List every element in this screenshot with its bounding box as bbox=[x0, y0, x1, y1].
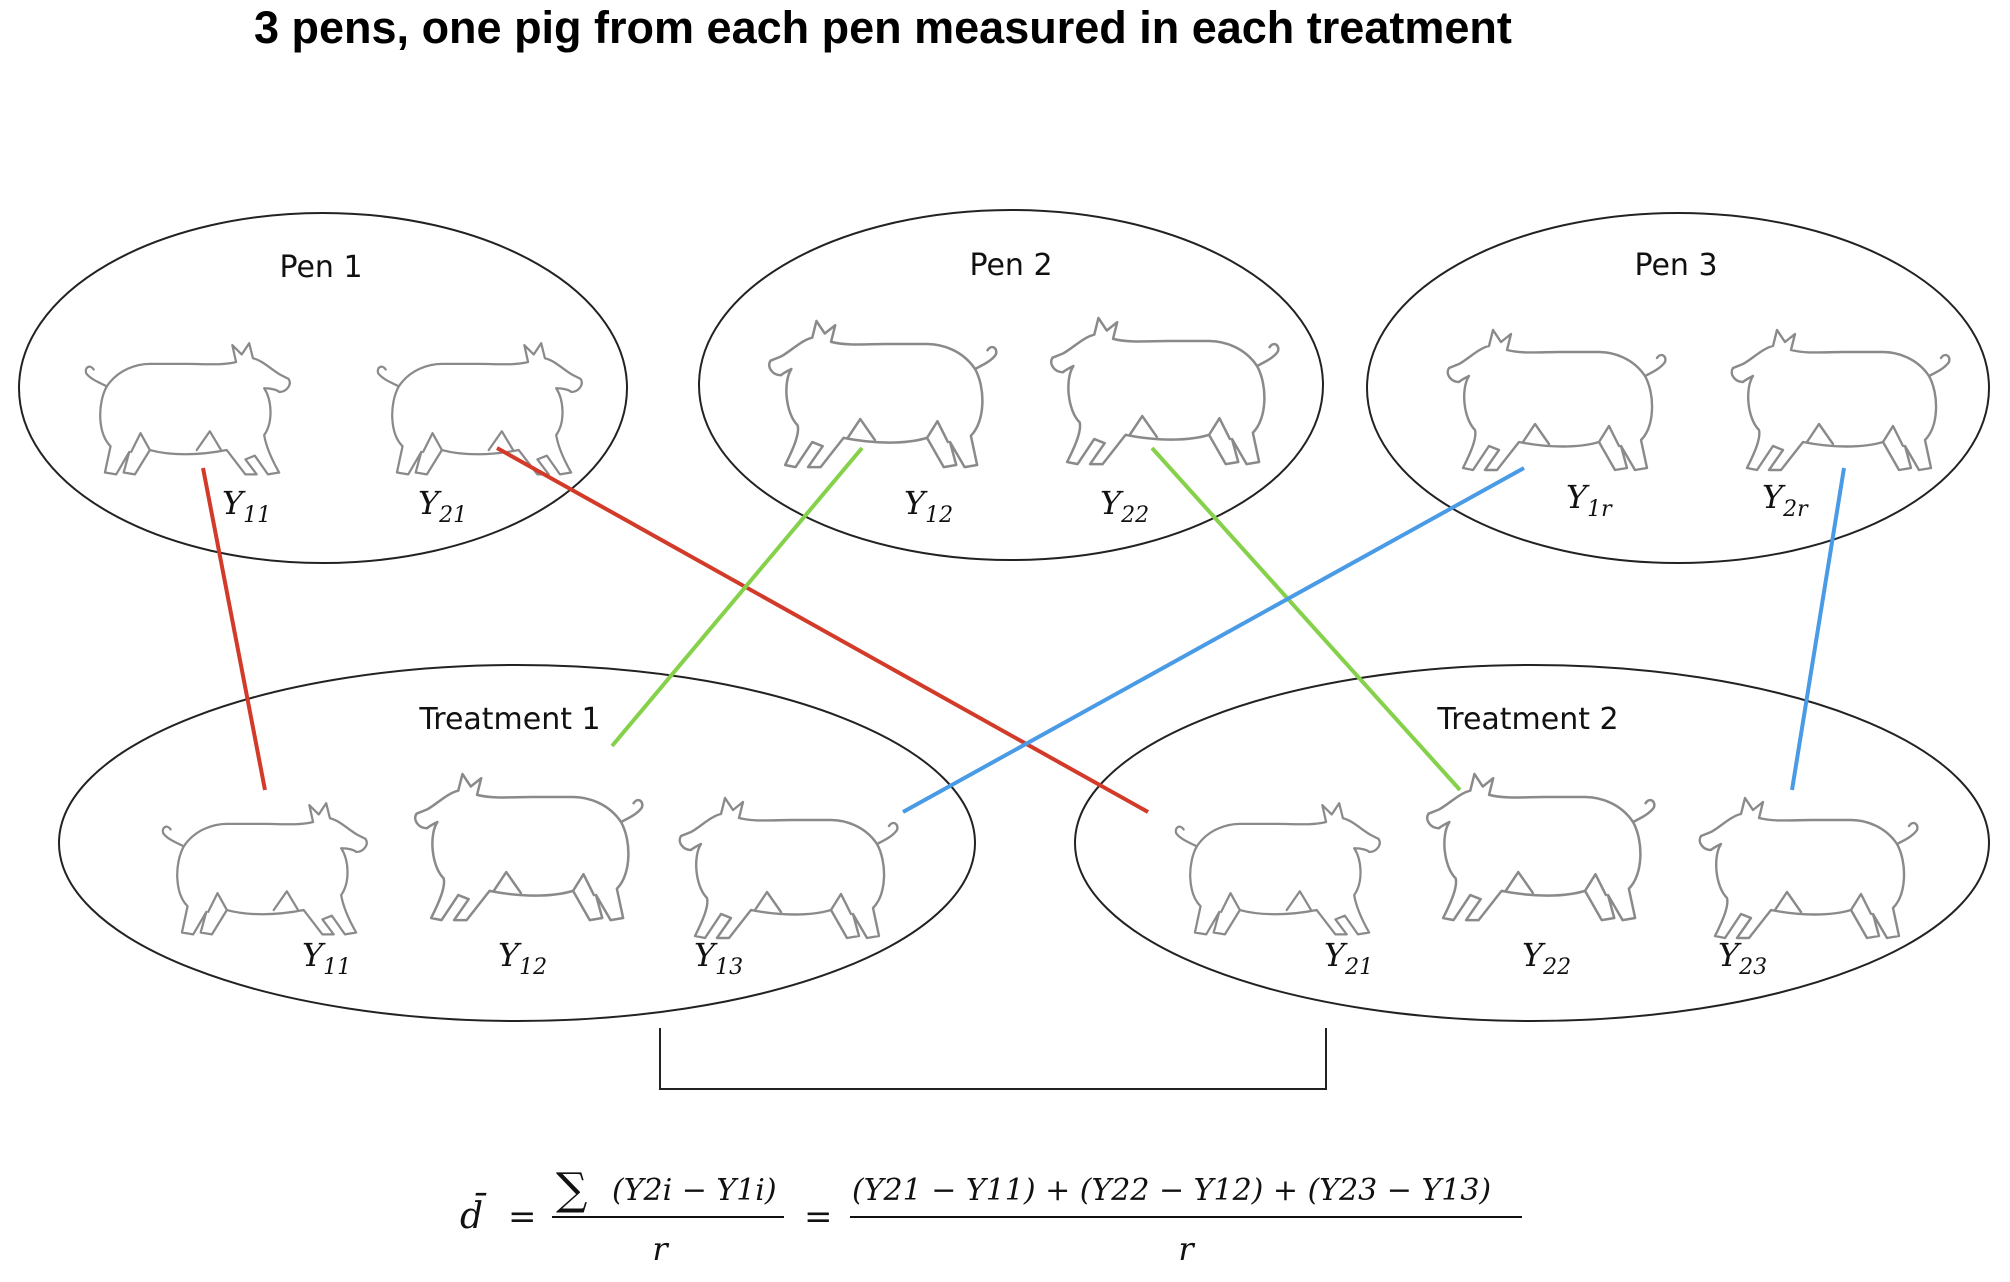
pen-1-pig-2-icon bbox=[376, 342, 583, 476]
pen-1-pig-1-icon bbox=[84, 342, 291, 476]
pen-2-pig-1-label: Y12 bbox=[904, 484, 953, 528]
formula-numerator-1: (Y2i − Y1i) bbox=[612, 1173, 777, 1208]
treatment-1-pig-2-icon bbox=[413, 772, 644, 922]
treatment-1-pig-1-label: Y11 bbox=[302, 936, 351, 980]
formula-lhs: d̄ bbox=[460, 1193, 487, 1237]
treatment-1-pig-1-icon bbox=[161, 802, 368, 936]
pen-1-ellipse bbox=[18, 212, 628, 564]
treatment-2-pig-2-icon bbox=[1425, 772, 1656, 922]
comparison-bracket bbox=[659, 1028, 1327, 1090]
pen-3-pig-1-to-treatment-1-line bbox=[902, 466, 1525, 814]
pen-1-pig-1-label: Y11 bbox=[222, 484, 271, 528]
formula-eq-2: = bbox=[804, 1197, 833, 1237]
treatment-1-pig-3-icon bbox=[678, 796, 899, 940]
pen-2-pig-2-to-treatment-2-line bbox=[1150, 446, 1462, 792]
treatment-1-pig-2-label: Y12 bbox=[498, 936, 547, 980]
pen-3-ellipse bbox=[1366, 212, 1990, 564]
diagram-title: 3 pens, one pig from each pen measured i… bbox=[254, 2, 1512, 53]
pen-1-pig-2-to-treatment-2-line bbox=[496, 446, 1149, 814]
pen-1-label: Pen 1 bbox=[279, 250, 362, 285]
pen-3-pig-1-icon bbox=[1446, 328, 1667, 472]
pen-3-pig-2-icon bbox=[1730, 328, 1951, 472]
pen-1-pig-2-label: Y21 bbox=[418, 484, 467, 528]
treatment-2-pig-3-label: Y23 bbox=[1718, 936, 1767, 980]
treatment-2-pig-3-icon bbox=[1698, 796, 1919, 940]
pen-2-ellipse bbox=[698, 209, 1324, 561]
pen-2-label: Pen 2 bbox=[969, 248, 1052, 283]
treatment-1-label: Treatment 1 bbox=[418, 702, 600, 737]
pen-2-pig-1-icon bbox=[767, 319, 998, 469]
pen-3-pig-1-label: Y1r bbox=[1566, 478, 1613, 522]
formula-eq-1: = bbox=[508, 1197, 537, 1237]
pen-1-pig-1-to-treatment-1-line bbox=[201, 467, 267, 791]
mean-difference-formula: d̄ = ∑ (Y2i − Y1i) r = (Y21 − Y11) + (Y2… bbox=[460, 1164, 1522, 1268]
treatment-2-pig-2-label: Y22 bbox=[1522, 936, 1571, 980]
pen-2-pig-2-label: Y22 bbox=[1100, 484, 1149, 528]
treatment-2-ellipse bbox=[1074, 664, 1990, 1022]
pen-3-label: Pen 3 bbox=[1634, 248, 1717, 283]
treatment-2-label: Treatment 2 bbox=[1436, 702, 1618, 737]
treatment-2-pig-1-label: Y21 bbox=[1324, 936, 1373, 980]
formula-denominator-2: r bbox=[1178, 1230, 1195, 1268]
treatment-2-pig-1-icon bbox=[1174, 802, 1381, 936]
formula-numerator-2: (Y21 − Y11) + (Y22 − Y12) + (Y23 − Y13) bbox=[852, 1173, 1491, 1208]
formula-denominator-1: r bbox=[652, 1230, 669, 1268]
treatment-1-pig-3-label: Y13 bbox=[694, 936, 743, 980]
pen-3-pig-2-label: Y2r bbox=[1762, 478, 1809, 522]
pen-2-pig-2-icon bbox=[1049, 316, 1280, 466]
formula-sum-symbol: ∑ bbox=[556, 1164, 587, 1215]
pen-3-pig-2-to-treatment-2-line bbox=[1790, 467, 1846, 791]
treatment-1-ellipse bbox=[58, 664, 976, 1022]
pen-2-pig-1-to-treatment-1-line bbox=[610, 446, 864, 748]
